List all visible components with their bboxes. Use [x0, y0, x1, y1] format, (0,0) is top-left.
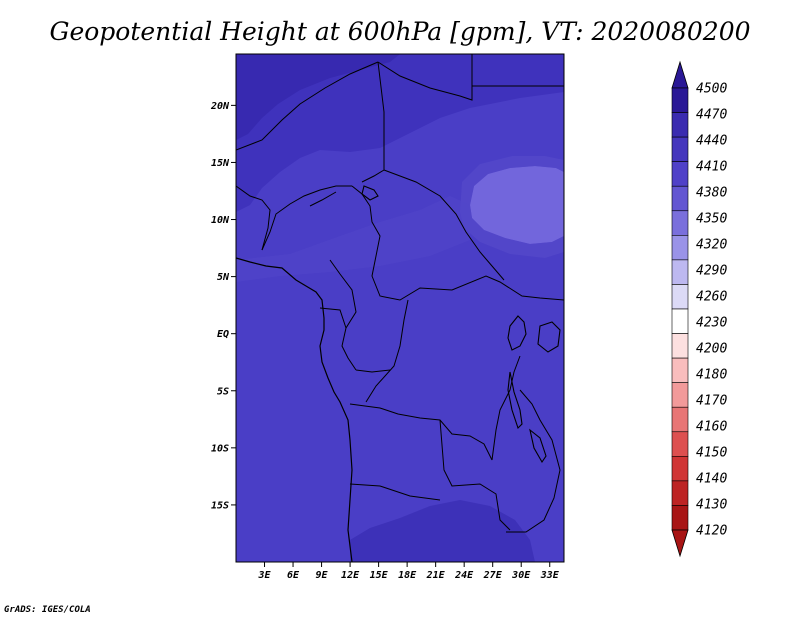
- chart-title: Geopotential Height at 600hPa [gpm], VT:…: [49, 17, 750, 46]
- colorbar-label: 4120: [696, 524, 727, 539]
- colorbar-cell: [671, 406, 689, 433]
- colorbar-cell: [671, 210, 689, 236]
- contour-region-4470-northwest: [236, 54, 400, 140]
- lakes: [361, 185, 561, 464]
- colorbar-labels: 4500 4470 4440 4410 4380 4350 4320 4290 4260 4230…: [696, 82, 727, 539]
- colorbar-label: 4380: [696, 186, 727, 201]
- lat-tick-label: 20N: [210, 101, 230, 112]
- lon-tick-label: 33E: [540, 570, 560, 581]
- colorbar-cell: [671, 284, 689, 310]
- colorbar-cell: [671, 480, 689, 506]
- colorbar-cell: [671, 259, 689, 285]
- lon-tick-label: 24E: [454, 570, 474, 581]
- colorbar-label: 4290: [696, 264, 727, 279]
- height-field: [236, 54, 564, 562]
- colorbar-label: 4500: [696, 82, 727, 97]
- lon-tick-label: 9E: [316, 570, 329, 581]
- colorbar-bottom-arrow: [671, 529, 689, 558]
- colorbar-cell: [671, 87, 689, 113]
- colorbar: 4500 4470 4440 4410 4380 4350 4320 4290 4260 4230…: [671, 60, 727, 558]
- colorbar-cell: [671, 161, 689, 187]
- lon-tick-label: 3E: [257, 570, 271, 581]
- colorbar-cell: [671, 112, 689, 138]
- colorbar-label: 4260: [696, 290, 727, 305]
- colorbar-label: 4180: [696, 368, 727, 383]
- colorbar-cell: [671, 333, 689, 359]
- country-borders: [236, 54, 564, 533]
- colorbar-label: 4440: [696, 134, 727, 149]
- colorbar-cell: [671, 456, 689, 482]
- colorbar-label: 4350: [696, 212, 727, 227]
- colorbar-label: 4160: [696, 420, 727, 435]
- lon-tick-label: 15E: [370, 570, 389, 581]
- contour-region-4410-sudan-halo: [460, 156, 564, 258]
- colorbar-cell: [671, 357, 689, 383]
- colorbar-cell: [671, 185, 689, 212]
- lon-tick-label: 27E: [483, 570, 503, 581]
- lon-tick-label: 6E: [287, 570, 300, 581]
- latitude-axis: 20N 15N 10N 5N EQ 5S 10S 15S: [210, 101, 236, 511]
- colorbar-label: 4200: [696, 342, 727, 357]
- lon-tick-label: 18E: [398, 570, 417, 581]
- map-panel: 20N 15N 10N 5N EQ 5S 10S 15S 3E 6E 9E 12E 15E 18E 21E…: [210, 53, 565, 581]
- lat-tick-label: EQ: [217, 329, 229, 340]
- lon-tick-label: 21E: [426, 570, 446, 581]
- colorbar-label: 4150: [696, 446, 727, 461]
- colorbar-cell: [671, 136, 689, 162]
- colorbar-top-arrow: [671, 60, 689, 89]
- lat-tick-label: 15S: [211, 500, 229, 511]
- colorbar-cells: [671, 87, 689, 531]
- colorbar-label: 4230: [696, 316, 727, 331]
- contour-region-4440-south: [350, 500, 535, 562]
- lat-tick-label: 10N: [211, 215, 230, 226]
- lon-tick-label: 30E: [511, 570, 531, 581]
- colorbar-cell: [671, 308, 689, 334]
- map-frame: [235, 53, 565, 563]
- longitude-axis: 3E 6E 9E 12E 15E 18E 21E 24E 27E 30E 33E: [257, 562, 560, 581]
- colorbar-label: 4130: [696, 498, 727, 513]
- credit-label: GrADS: IGES/COLA: [4, 605, 91, 615]
- lat-tick-label: 15N: [211, 158, 230, 169]
- colorbar-cell: [671, 235, 689, 261]
- colorbar-label: 4470: [696, 108, 727, 123]
- colorbar-label: 4170: [696, 394, 727, 409]
- lat-tick-label: 5N: [217, 272, 230, 283]
- colorbar-label: 4140: [696, 472, 727, 487]
- contour-region-4440-north: [236, 54, 564, 212]
- colorbar-label: 4320: [696, 238, 727, 253]
- lat-tick-label: 10S: [211, 443, 229, 454]
- colorbar-cell: [671, 431, 689, 457]
- contour-region-4410-central: [236, 196, 470, 282]
- colorbar-label: 4410: [696, 160, 727, 175]
- contour-region-4380-sudan: [470, 166, 564, 244]
- lon-tick-label: 12E: [341, 570, 360, 581]
- colorbar-cell: [671, 505, 689, 531]
- lat-tick-label: 5S: [217, 386, 229, 397]
- colorbar-cell: [671, 382, 689, 408]
- coastline: [236, 257, 353, 562]
